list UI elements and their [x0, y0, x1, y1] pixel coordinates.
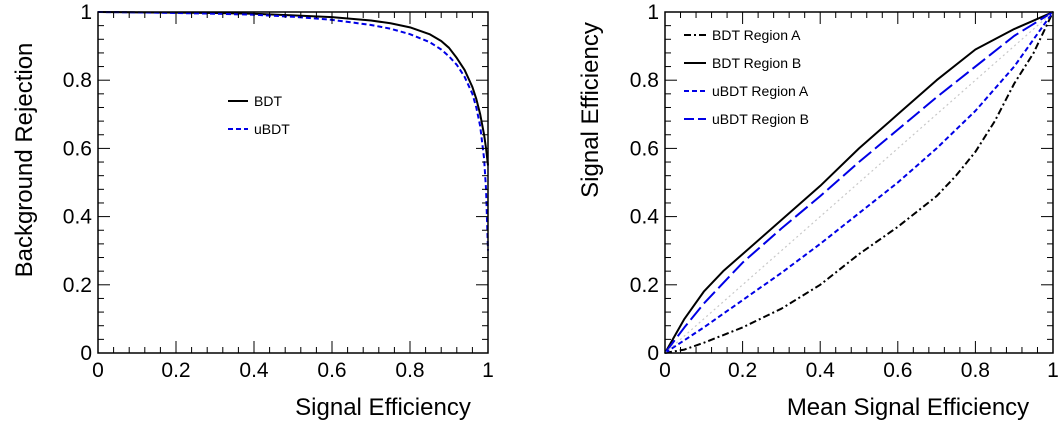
y-tick-label: 0.2 [63, 274, 92, 297]
y-tick-label: 0 [647, 342, 659, 365]
y-tick-label: 0.4 [630, 206, 660, 229]
y-tick-label: 1 [647, 1, 659, 24]
x-tick-label: 0 [659, 359, 671, 382]
y-tick-label: 0.4 [63, 206, 93, 229]
x-tick-label: 0.8 [961, 359, 990, 382]
x-tick-label: 0.6 [883, 359, 912, 382]
y-axis-title: Signal Efficiency [577, 22, 604, 198]
legend-entry-label: BDT Region A [712, 27, 801, 43]
x-tick-label: 0.4 [239, 359, 269, 382]
x-tick-label: 1 [482, 359, 494, 382]
legend: BDT uBDT [228, 93, 290, 137]
legend-entry-label: uBDT [254, 121, 290, 137]
x-axis-title: Signal Efficiency [295, 394, 471, 421]
legend-entry-label: uBDT Region A [712, 83, 809, 99]
x-tick-label: 0.2 [728, 359, 757, 382]
x-tick-label: 0.8 [395, 359, 424, 382]
y-tick-label: 0.8 [630, 69, 659, 92]
x-tick-label: 1 [1047, 359, 1059, 382]
series-line-diagonal [664, 11, 1054, 354]
x-tick-label: 0.2 [161, 359, 190, 382]
series-line-bdt [97, 11, 489, 166]
efficiency-comparison-chart: 0 0.2 0.4 0.6 0.8 1 0 0.2 0.4 0.6 0.8 1 Mean Signal … [577, 1, 1059, 421]
y-tick-label: 0.2 [630, 274, 659, 297]
x-tick-label: 0.6 [317, 359, 346, 382]
series-line-bdt-region-b [664, 11, 1054, 354]
legend-entry-label: uBDT Region B [712, 111, 809, 127]
legend-entry-label: BDT [254, 93, 282, 109]
series-line-ubdt [97, 11, 489, 251]
series-line-ubdt-region-b [664, 11, 1054, 354]
y-tick-label: 0 [80, 342, 92, 365]
roc-chart: 0 0.2 0.4 0.6 0.8 1 0 0.2 0.4 0.6 0.8 1 Signal Effic… [11, 1, 494, 421]
y-tick-label: 0.8 [63, 69, 92, 92]
y-tick-label: 0.6 [63, 137, 92, 160]
y-tick-label: 1 [80, 1, 92, 24]
y-tick-label: 0.6 [630, 137, 659, 160]
y-axis-title: Background Rejection [11, 43, 38, 278]
plot-frame [97, 11, 489, 354]
legend: BDT Region A BDT Region B uBDT Region A uBD… [684, 27, 809, 127]
series-line-bdt-region-a [664, 11, 1054, 354]
x-axis-title: Mean Signal Efficiency [787, 394, 1029, 421]
x-tick-label: 0 [92, 359, 104, 382]
legend-entry-label: BDT Region B [712, 55, 801, 71]
x-tick-label: 0.4 [806, 359, 836, 382]
plot-frame [664, 11, 1054, 354]
